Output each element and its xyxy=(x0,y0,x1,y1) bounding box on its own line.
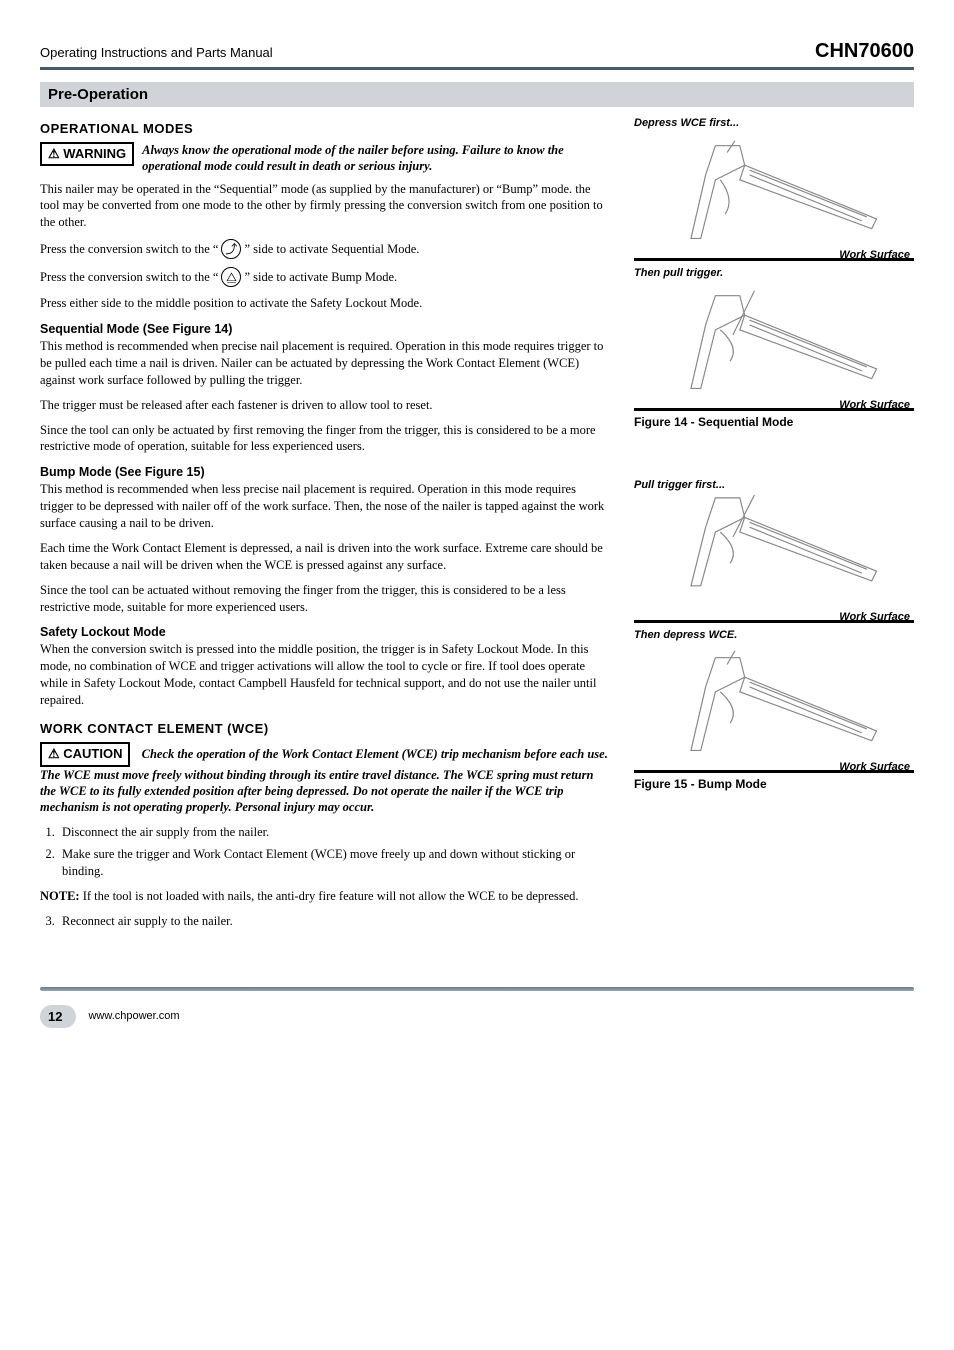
fig15-caption: Figure 15 - Bump Mode xyxy=(634,777,914,791)
fig15-image-2 xyxy=(634,643,914,773)
sequential-p1: This method is recommended when precise … xyxy=(40,338,610,389)
page-footer: 12 www.chpower.com xyxy=(40,987,914,1028)
note-text: If the tool is not loaded with nails, th… xyxy=(80,889,579,903)
warning-badge: ⚠ WARNING xyxy=(40,142,134,166)
page-header: Operating Instructions and Parts Manual … xyxy=(40,40,914,70)
nailer-illustration-icon xyxy=(634,281,914,408)
modes-intro: This nailer may be operated in the “Sequ… xyxy=(40,181,610,232)
bump-p3: Since the tool can be actuated without r… xyxy=(40,582,610,616)
model-number: CHN70600 xyxy=(815,40,914,63)
manual-title: Operating Instructions and Parts Manual xyxy=(40,45,273,60)
caution-badge: ⚠ CAUTION xyxy=(40,742,130,767)
bump-mode-icon: ⧋ xyxy=(221,267,241,287)
nailer-illustration-icon xyxy=(634,643,914,770)
caution-block: ⚠ CAUTION Check the operation of the Wor… xyxy=(40,742,610,816)
lockout-heading: Safety Lockout Mode xyxy=(40,625,610,639)
page-number: 12 xyxy=(40,1005,76,1028)
fig15-image-1 xyxy=(634,493,914,623)
footer-url: www.chpower.com xyxy=(88,1010,179,1022)
nailer-illustration-icon xyxy=(634,131,914,258)
lockout-switch-instruction: Press either side to the middle position… xyxy=(40,295,610,312)
sequential-switch-instruction: Press the conversion switch to the “ ⤴ ”… xyxy=(40,239,610,259)
note-label: NOTE: xyxy=(40,889,80,903)
seq-text-after: ” side to activate Sequential Mode. xyxy=(244,239,419,259)
bump-p2: Each time the Work Contact Element is de… xyxy=(40,540,610,574)
fig15-label2: Then depress WCE. xyxy=(634,629,914,641)
sequential-p2: The trigger must be released after each … xyxy=(40,397,610,414)
bump-text-before: Press the conversion switch to the “ xyxy=(40,267,218,287)
footer-rule xyxy=(40,987,914,991)
sequential-p3: Since the tool can only be actuated by f… xyxy=(40,422,610,456)
fig14-label1: Depress WCE first... xyxy=(634,117,914,129)
fig15-label1: Pull trigger first... xyxy=(634,479,914,491)
fig14-image-1 xyxy=(634,131,914,261)
wce-step-3: Reconnect air supply to the nailer. xyxy=(58,913,610,930)
wce-step-1: Disconnect the air supply from the naile… xyxy=(58,824,610,841)
wce-steps: Disconnect the air supply from the naile… xyxy=(40,824,610,881)
wce-note: NOTE: If the tool is not loaded with nai… xyxy=(40,888,610,905)
right-column: Depress WCE first... Work Surface Then p… xyxy=(634,117,914,938)
sequential-heading: Sequential Mode (See Figure 14) xyxy=(40,322,610,336)
warning-text: Always know the operational mode of the … xyxy=(142,142,610,175)
bump-heading: Bump Mode (See Figure 15) xyxy=(40,465,610,479)
fig14-caption: Figure 14 - Sequential Mode xyxy=(634,415,914,429)
wce-heading: WORK CONTACT ELEMENT (WCE) xyxy=(40,721,610,736)
wce-steps-cont: Reconnect air supply to the nailer. xyxy=(40,913,610,930)
wce-step-2: Make sure the trigger and Work Contact E… xyxy=(58,846,610,880)
bump-switch-instruction: Press the conversion switch to the “ ⧋ ”… xyxy=(40,267,610,287)
lockout-p1: When the conversion switch is pressed in… xyxy=(40,641,610,709)
seq-text-before: Press the conversion switch to the “ xyxy=(40,239,218,259)
sequential-mode-icon: ⤴ xyxy=(221,239,241,259)
fig14-image-2 xyxy=(634,281,914,411)
operational-modes-heading: OPERATIONAL MODES xyxy=(40,121,610,136)
warning-block: ⚠ WARNING Always know the operational mo… xyxy=(40,142,610,175)
left-column: OPERATIONAL MODES ⚠ WARNING Always know … xyxy=(40,117,610,938)
bump-text-after: ” side to activate Bump Mode. xyxy=(244,267,397,287)
bump-p1: This method is recommended when less pre… xyxy=(40,481,610,532)
section-title: Pre-Operation xyxy=(40,82,914,107)
fig14-label2: Then pull trigger. xyxy=(634,267,914,279)
nailer-illustration-icon xyxy=(634,493,914,620)
